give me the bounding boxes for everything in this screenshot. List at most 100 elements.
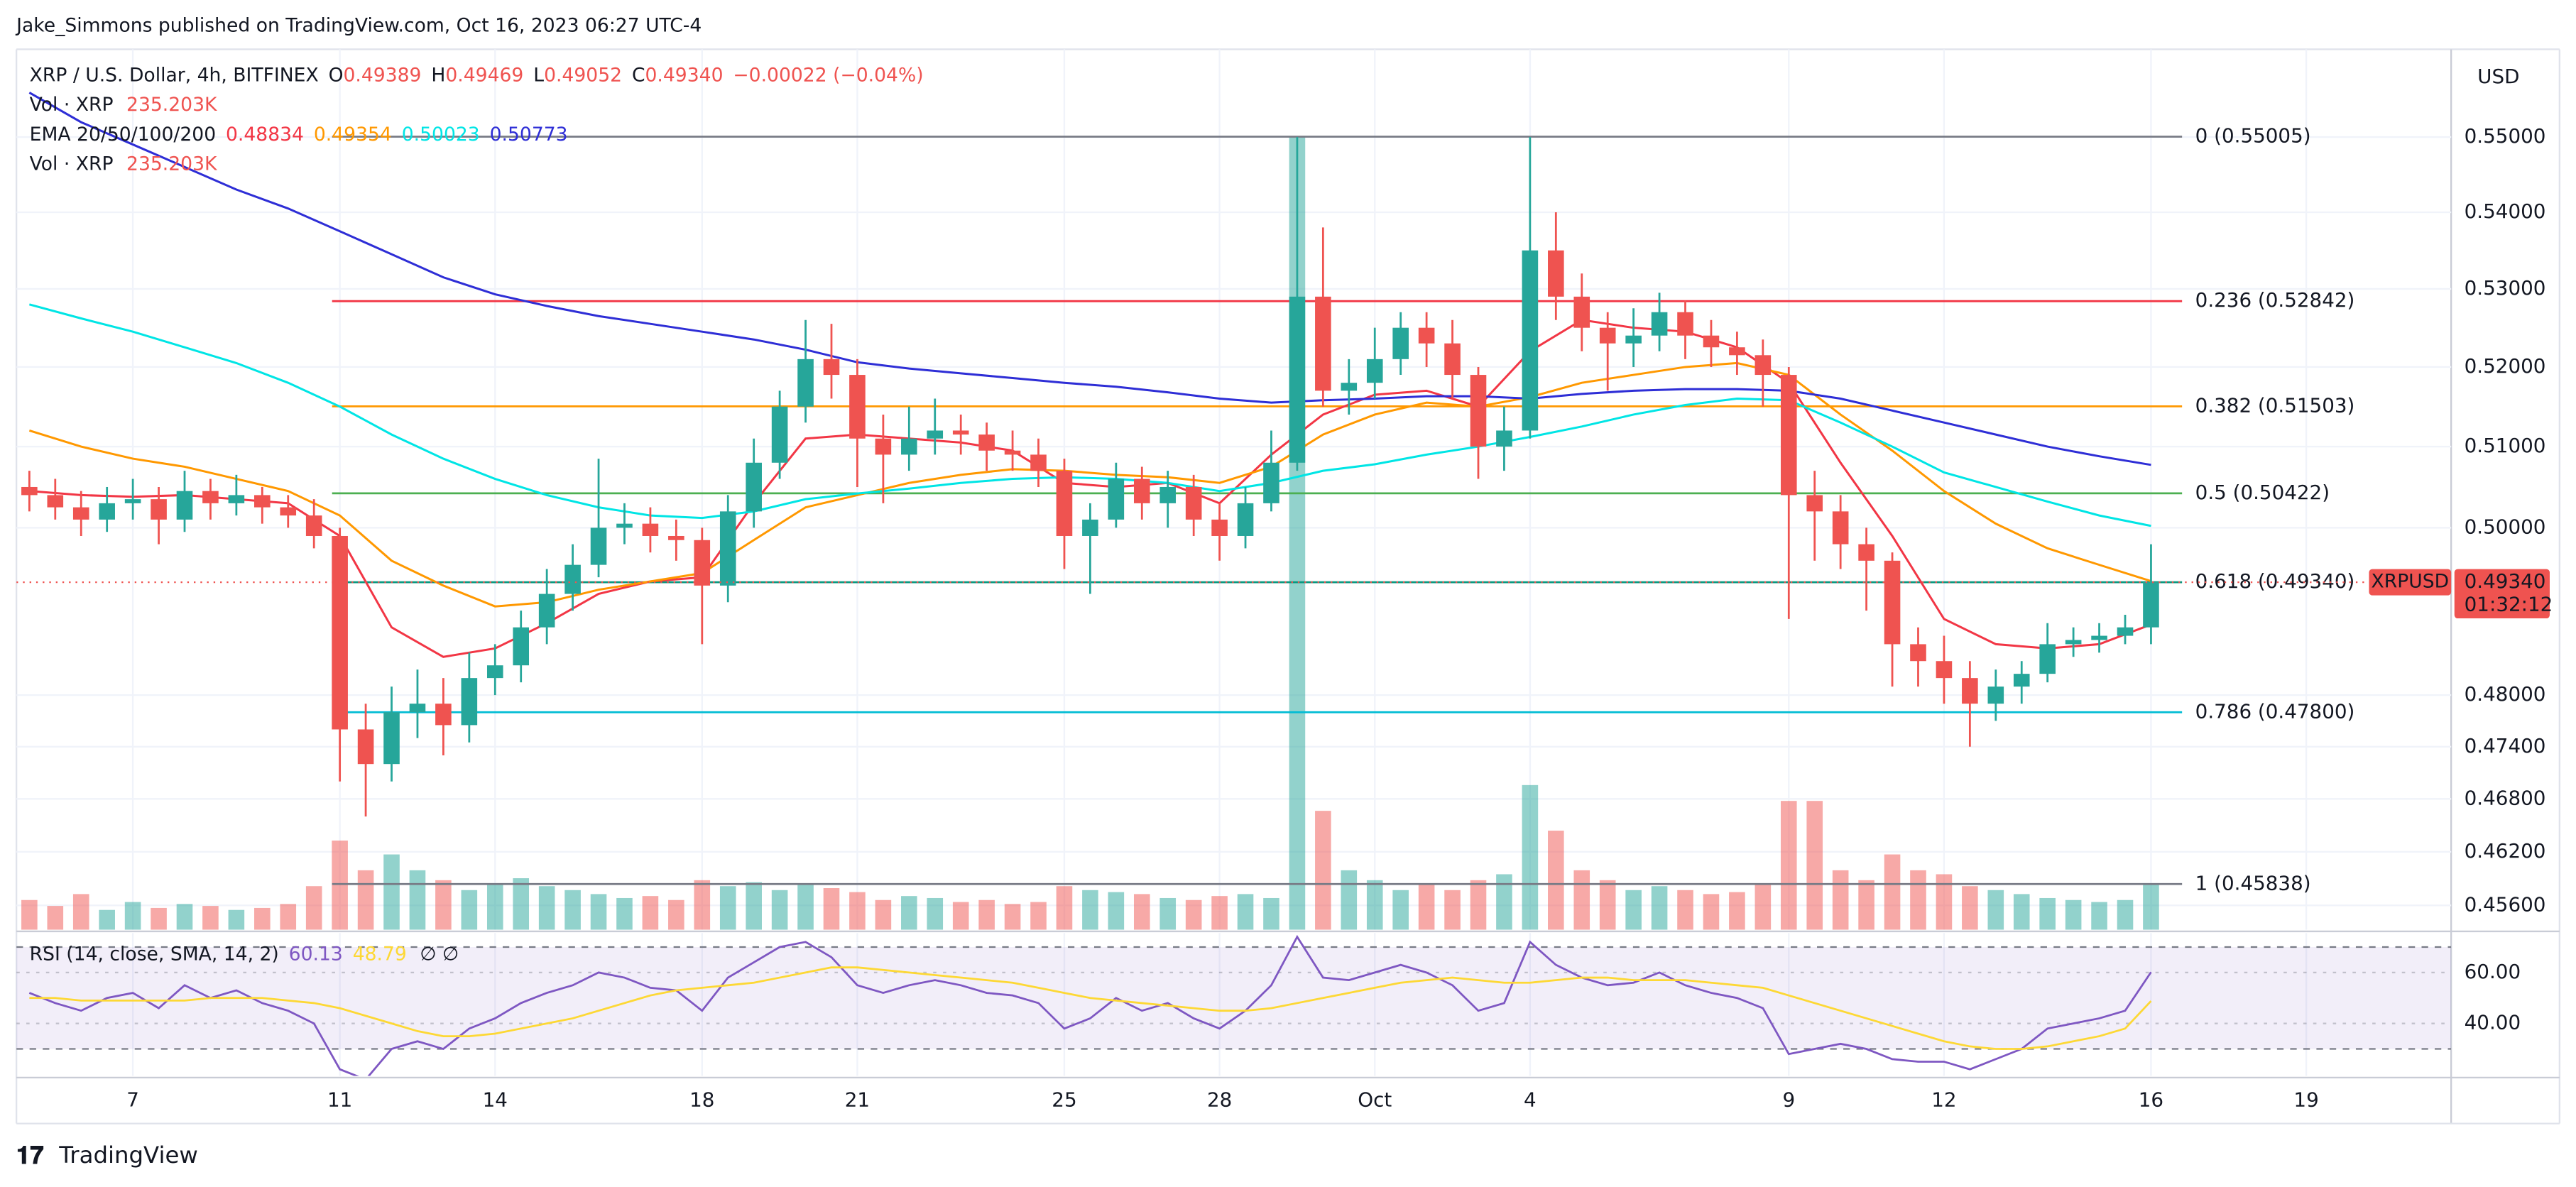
volume-bar <box>616 897 633 930</box>
volume-bar <box>2143 882 2159 930</box>
volume-bar <box>1418 884 1435 930</box>
publisher: Jake_Simmons published on TradingView.co… <box>15 15 702 37</box>
candle-body <box>694 540 711 586</box>
volume-bar <box>1341 870 1358 930</box>
volume-bar <box>1729 892 1745 930</box>
fib-label: 0.5 (0.50422) <box>2195 481 2330 504</box>
candle-body <box>1703 335 1720 348</box>
volume-bar <box>1522 784 1539 930</box>
fib-label: 0.382 (0.51503) <box>2195 393 2355 417</box>
candle-body <box>513 627 530 666</box>
rsi-pane <box>16 934 2452 1076</box>
volume-bar <box>357 870 374 930</box>
candle-body <box>435 704 452 726</box>
volume-bar <box>383 854 400 930</box>
candle-body <box>746 462 762 512</box>
candle-body <box>564 564 581 594</box>
volume-bar <box>435 880 452 930</box>
candle-body <box>1056 471 1073 536</box>
volume-name: Vol · XRP <box>30 94 114 116</box>
volume-bar <box>1159 897 1177 930</box>
candle-body <box>176 491 193 520</box>
x-tick-label: 14 <box>483 1088 508 1111</box>
candle-body <box>1341 383 1358 391</box>
volume-bar <box>1806 801 1823 930</box>
candle-body <box>1263 462 1279 503</box>
volume-bar <box>1496 874 1512 930</box>
candle-body <box>1315 296 1331 391</box>
candle-body <box>280 507 297 516</box>
candle-body <box>1237 503 1254 536</box>
volume-value: 235.203K <box>126 153 217 175</box>
fib-label: 0 (0.55005) <box>2195 124 2311 148</box>
candle-body <box>1677 312 1693 336</box>
x-tick-label: 16 <box>2139 1088 2163 1111</box>
volume-bar <box>590 894 607 930</box>
volume-bar <box>486 884 503 930</box>
volume-bar <box>1263 897 1279 930</box>
volume-bar <box>1910 870 1926 930</box>
volume-bar <box>1703 894 1720 930</box>
candle-body <box>47 495 64 508</box>
volume-bar <box>2117 899 2134 930</box>
rsi-sma-line <box>29 966 2152 1050</box>
candle-body <box>2013 674 2030 687</box>
candle-body <box>1806 495 1823 512</box>
volume-bar <box>694 880 711 930</box>
volume-bar <box>176 904 193 930</box>
volume-bar <box>228 909 245 930</box>
ema-line <box>28 361 2151 608</box>
x-tick-label: 28 <box>1207 1088 1232 1111</box>
volume-bar <box>1185 899 1202 930</box>
logo-mark: 𝟏𝟕 <box>16 1142 44 1170</box>
candle-body <box>1780 375 1797 496</box>
candle-body <box>151 499 167 520</box>
volume-bar <box>1884 854 1901 930</box>
candle-body <box>1962 678 1978 704</box>
candle-body <box>228 495 245 503</box>
x-tick-label: 9 <box>1782 1088 1795 1111</box>
candle-body <box>823 359 840 376</box>
candle-body <box>590 527 607 565</box>
volume-bar <box>99 909 115 930</box>
volume-value: 235.203K <box>126 94 217 116</box>
rsi-sma-value: 48.79 <box>353 943 407 965</box>
candle-body <box>901 438 917 455</box>
y-tick-label: 0.46200 <box>2465 839 2546 863</box>
volume-bar <box>1470 880 1487 930</box>
y-tick-label: 0.45600 <box>2465 892 2546 916</box>
volume-bar <box>1832 870 1849 930</box>
volume-bar <box>513 878 530 930</box>
volume-bar <box>1936 874 1953 930</box>
rsi-na: ∅ ∅ <box>420 943 459 965</box>
volume-bar <box>332 841 348 930</box>
candle-body <box>797 359 814 407</box>
candle-body <box>409 704 426 713</box>
ema-value: 0.50773 <box>490 123 568 145</box>
candle-body <box>1729 347 1745 356</box>
volume-bar <box>978 899 995 930</box>
candle-body <box>719 511 736 586</box>
x-tick-label: 11 <box>327 1088 352 1111</box>
y-tick-label: 0.47400 <box>2465 734 2546 757</box>
change: −0.00022 (−0.04%) <box>733 64 923 86</box>
candle-body <box>305 515 322 536</box>
x-tick-label: 19 <box>2293 1088 2318 1111</box>
fib-label: 0.618 (0.49340) <box>2195 569 2355 593</box>
candle-body <box>1548 250 1564 297</box>
ohlc-value: 0.49389 <box>344 64 422 86</box>
candle-body <box>1133 478 1150 503</box>
legend-row: Vol · XRP 235.203K <box>30 153 217 175</box>
candle-body <box>1211 519 1228 536</box>
volume-bar <box>2039 897 2056 930</box>
candle-body <box>383 712 400 765</box>
footer-text: TradingView <box>58 1142 198 1169</box>
candle-body <box>461 678 478 726</box>
volume-bar <box>1780 801 1797 930</box>
volume-bar <box>202 906 219 930</box>
candle-body <box>1289 296 1306 463</box>
volume-bar <box>151 907 167 930</box>
candle-body <box>616 523 633 528</box>
ema-line <box>29 319 2151 658</box>
currency: USD <box>2477 65 2519 88</box>
